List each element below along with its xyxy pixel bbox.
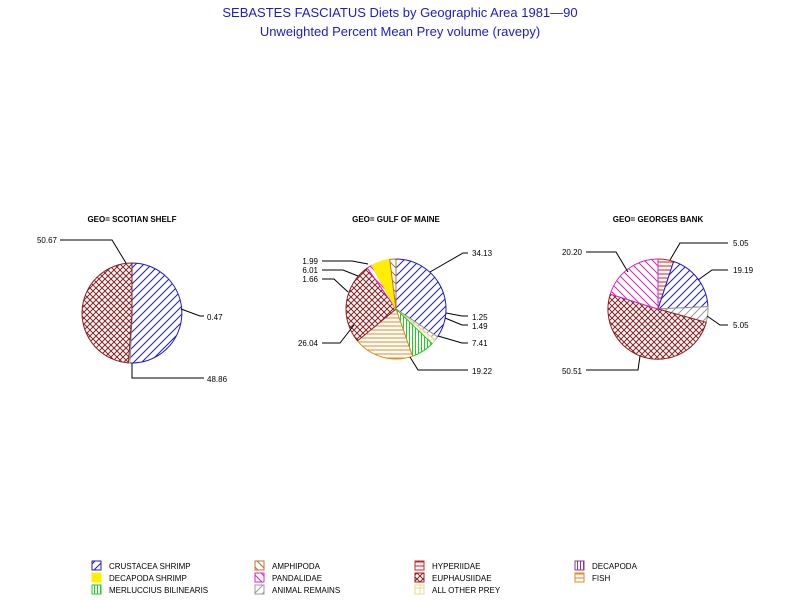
legend-item-decapoda_shrimp: DECAPODA SHRIMP [91,572,187,583]
legend: CRUSTACEA SHRIMP AMPHIPODA HYPERIIDAE DECAP… [91,560,638,595]
slice-value-label: 19.22 [472,367,493,376]
slice-value-label: 5.05 [733,239,749,248]
pie-2: GEO= GULF OF MAINE 34.13 1.251.49 7.41 19.22… [298,215,493,376]
leader-line [697,269,728,281]
pie-slice-euphausiidae [81,262,133,364]
legend-label: PANDALIDAE [272,574,322,583]
chart-subtitle: Unweighted Percent Mean Prey volume (rav… [260,24,540,39]
legend-swatch [254,572,265,583]
pie-slice-amphipoda [389,258,397,310]
legend-swatch [254,560,265,571]
legend-swatch [574,572,585,583]
leader-line [60,239,127,264]
legend-item-amphipoda: AMPHIPODA [254,560,321,571]
pie-slice-fish [356,308,414,360]
pie-slice-pandalidae [609,258,659,310]
leader-line [322,324,355,344]
legend-label: HYPERIIDAE [432,562,480,571]
legend-item-decapoda: DECAPODA [574,560,638,571]
legend-swatch [414,560,425,571]
legend-swatch [91,560,102,571]
legend-item-animal_remains: ANIMAL REMAINS [254,584,340,595]
leader-line [444,317,468,326]
slice-value-label: 50.67 [37,236,58,245]
legend-label: DECAPODA [592,562,638,571]
legend-item-merluccius_bilinearis: MERLUCCIUS BILINEARIS [91,584,208,595]
leader-line [131,363,204,379]
pie-title: GEO= GULF OF MAINE [352,215,440,224]
leader-line [437,335,468,344]
legend-swatch [414,584,425,595]
legend-item-hyperiidae: HYPERIIDAE [414,560,480,571]
legend-label: CRUSTACEA SHRIMP [109,562,191,571]
leader-line [180,308,204,317]
slice-value-label: 19.19 [733,266,754,275]
leader-line [445,312,468,317]
pie-title: GEO= SCOTIAN SHELF [87,215,176,224]
pies-group: GEO= SCOTIAN SHELF 50.67 0.47 48.86 GEO= GUL… [37,215,754,384]
leader-line [322,269,359,277]
legend-item-crustacea_shrimp: CRUSTACEA SHRIMP [91,560,191,571]
pie-slice-euphausiidae [607,293,707,360]
pie-3: GEO= GEORGES BANK 5.05 19.19 5.05 50.51 20.20 [562,215,754,376]
legend-item-euphausiidae: EUPHAUSIIDAE [414,572,492,583]
slice-value-label: 1.99 [302,257,318,266]
leader-line [586,355,641,371]
legend-swatch [91,584,102,595]
pie-slice-crustacea_shrimp [395,258,447,338]
leader-line [586,251,629,273]
leader-line [322,260,369,265]
leader-line [322,278,349,293]
pie-slice-crustacea_shrimp [657,260,709,310]
slice-value-label: 1.66 [302,275,318,284]
legend-label: MERLUCCIUS BILINEARIS [109,586,208,595]
slice-value-label: 1.49 [472,322,488,331]
legend-label: FISH [592,574,610,583]
leader-line [429,252,468,273]
pie-slice-crustacea_shrimp [129,262,183,364]
slice-value-label: 5.05 [733,321,749,330]
slice-value-label: 0.47 [207,313,223,322]
legend-swatch [574,560,585,571]
legend-item-all_other_prey: ALL OTHER PREY [414,584,501,595]
pie-1: GEO= SCOTIAN SHELF 50.67 0.47 48.86 [37,215,228,384]
slice-value-label: 34.13 [472,249,493,258]
slice-value-label: 48.86 [207,375,228,384]
legend-label: ALL OTHER PREY [432,586,501,595]
legend-swatch [91,572,102,583]
slice-value-label: 50.51 [562,367,583,376]
legend-label: EUPHAUSIIDAE [432,574,492,583]
legend-swatch [414,572,425,583]
legend-label: ANIMAL REMAINS [272,586,340,595]
slice-value-label: 7.41 [472,339,488,348]
slice-value-label: 26.04 [298,339,319,348]
leader-line [669,242,728,261]
slice-value-label: 20.20 [562,248,583,257]
legend-label: AMPHIPODA [272,562,321,571]
leader-line [706,315,728,326]
pie-title: GEO= GEORGES BANK [613,215,704,224]
pie-slice-euphausiidae [345,267,397,342]
legend-item-fish: FISH [574,572,610,583]
leader-line [409,356,468,371]
legend-label: DECAPODA SHRIMP [109,574,187,583]
slice-value-label: 1.25 [472,313,488,322]
legend-swatch [254,584,265,595]
chart-title: SEBASTES FASCIATUS Diets by Geographic A… [222,5,577,20]
legend-item-pandalidae: PANDALIDAE [254,572,322,583]
slice-value-label: 6.01 [302,266,318,275]
